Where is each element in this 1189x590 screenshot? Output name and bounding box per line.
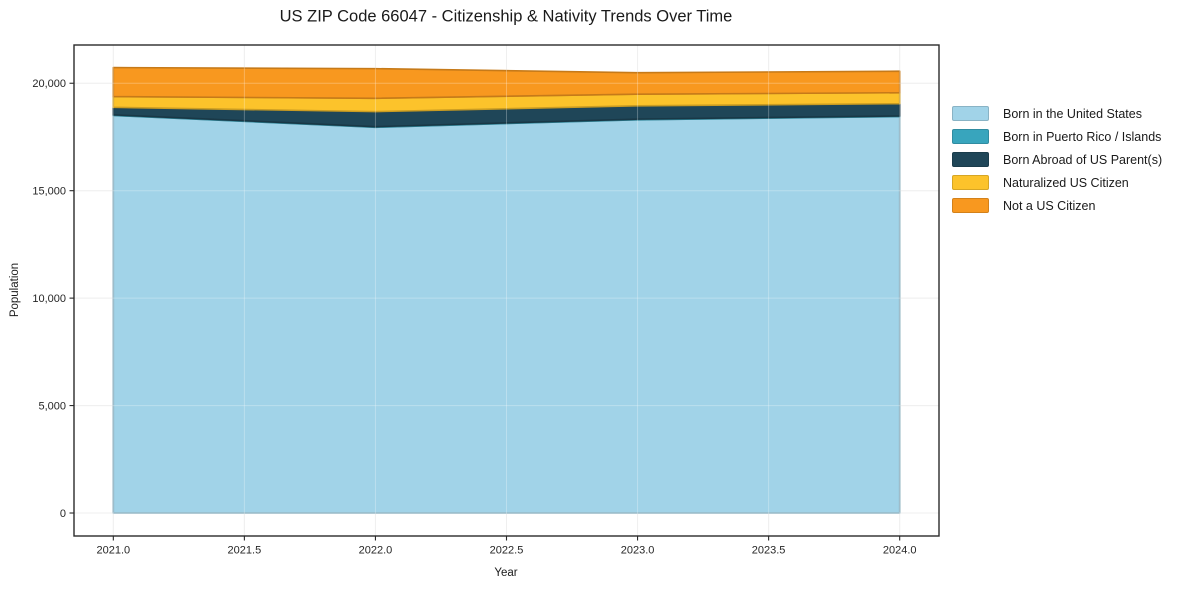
legend-swatch	[952, 152, 989, 167]
x-tick-label: 2022.5	[490, 545, 524, 557]
x-tick-label: 2023.0	[621, 545, 655, 557]
x-tick-label: 2022.0	[359, 545, 393, 557]
legend-item: Born in the United States	[952, 102, 1162, 125]
legend-item: Not a US Citizen	[952, 194, 1162, 217]
axis-ticks: 2021.0 2021.5 2022.0 2022.5 2023.0 2023.5 2024…	[32, 78, 916, 556]
y-tick-label: 5,000	[38, 400, 66, 412]
y-tick-label: 15,000	[32, 185, 66, 197]
y-tick-label: 10,000	[32, 293, 66, 305]
chart-title: US ZIP Code 66047 - Citizenship & Nativi…	[279, 7, 733, 26]
legend-label: Born in Puerto Rico / Islands	[1003, 129, 1162, 144]
legend-item: Born in Puerto Rico / Islands	[952, 125, 1162, 148]
gridlines-over	[74, 45, 939, 536]
legend-item: Naturalized US Citizen	[952, 171, 1162, 194]
y-axis-label: Population	[9, 262, 21, 318]
y-tick-label: 20,000	[32, 78, 66, 90]
x-tick-label: 2021.0	[96, 545, 130, 557]
x-tick-label: 2021.5	[228, 545, 262, 557]
x-tick-label: 2023.5	[752, 545, 786, 557]
stacked-areas	[112, 66, 901, 514]
legend-label: Born Abroad of US Parent(s)	[1003, 152, 1163, 167]
area-series	[112, 66, 901, 100]
legend-item: Born Abroad of US Parent(s)	[952, 148, 1162, 171]
legend-label: Naturalized US Citizen	[1003, 175, 1129, 190]
legend-swatch	[952, 106, 989, 121]
legend-label: Not a US Citizen	[1003, 198, 1096, 213]
legend-label: Born in the United States	[1003, 106, 1142, 121]
legend-swatch	[952, 198, 989, 213]
legend-swatch	[952, 175, 989, 190]
x-tick-label: 2024.0	[883, 545, 917, 557]
x-axis-label: Year	[494, 567, 518, 579]
legend: Born in the United States Born in Puerto …	[952, 102, 1162, 217]
y-tick-label: 0	[60, 508, 66, 520]
legend-swatch	[952, 129, 989, 144]
